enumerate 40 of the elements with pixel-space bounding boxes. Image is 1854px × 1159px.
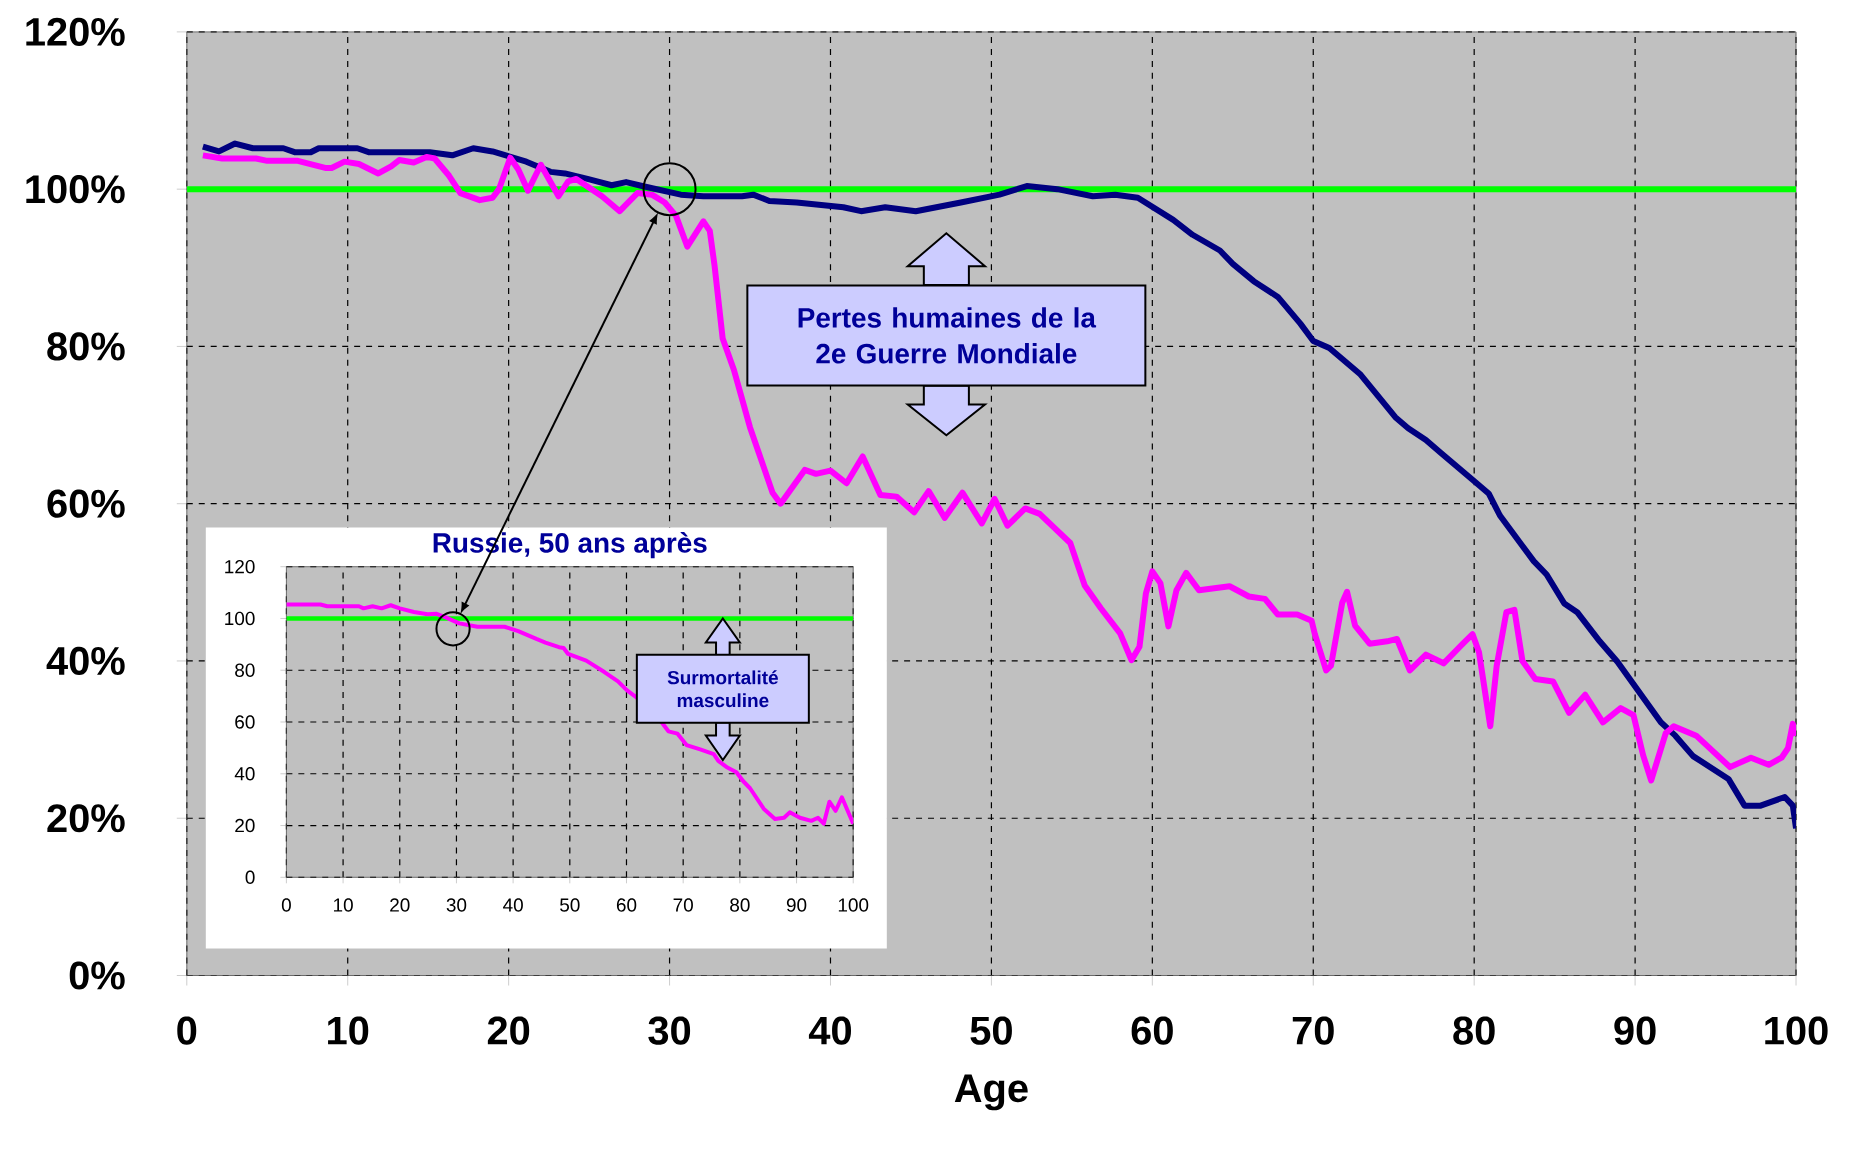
- x-tick-label: 90: [1614, 1016, 1656, 1045]
- x-tick-label: 20: [487, 1016, 530, 1045]
- y-tick-label: 100: [225, 611, 255, 626]
- x-tick-label: 10: [333, 898, 353, 912]
- x-tick-label: 90: [786, 898, 807, 912]
- x-tick-label: 40: [503, 898, 523, 912]
- x-tick-label: 70: [1292, 1016, 1334, 1045]
- annotation: Surmortalité masculine: [667, 670, 778, 708]
- x-tick-label: 20: [390, 898, 410, 912]
- x-tick-label: 30: [446, 898, 467, 912]
- x-tick-label: 70: [673, 898, 693, 912]
- y-tick-label: 60%: [47, 489, 125, 518]
- annotation: Pertes humaines de la 2e Guerre Mondiale: [798, 307, 1097, 364]
- line-series: [286, 602, 854, 826]
- x-tick-label: 30: [648, 1016, 691, 1045]
- y-tick-label: 40%: [46, 646, 125, 676]
- x-tick-label: 0: [177, 1016, 197, 1045]
- y-tick-label: 120%: [26, 17, 125, 46]
- y-tick-label: 20: [235, 818, 255, 833]
- y-tick-label: 60: [235, 715, 255, 729]
- x-tick-label: 80: [1453, 1016, 1495, 1045]
- x-tick-label: 0: [281, 898, 291, 912]
- x-tick-label: 50: [970, 1016, 1012, 1045]
- y-tick-label: 80%: [47, 332, 125, 361]
- x-tick-label: 100: [1765, 1016, 1828, 1045]
- y-tick-label: 0: [245, 870, 255, 884]
- x-tick-label: 60: [616, 898, 637, 912]
- x-tick-label: 40: [808, 1016, 852, 1045]
- y-tick-label: 40: [234, 767, 255, 781]
- x-tick-label: 50: [560, 898, 580, 912]
- y-tick-label: 120: [225, 559, 255, 574]
- x-tick-label: 60: [1131, 1016, 1173, 1045]
- y-tick-label: 0%: [69, 961, 125, 990]
- x-tick-label: 80: [730, 898, 750, 912]
- y-tick-label: 80: [235, 663, 255, 677]
- y-tick-label: 100%: [26, 175, 125, 204]
- y-tick-label: 20%: [47, 804, 125, 833]
- x-tick-label: 100: [838, 898, 869, 912]
- x-tick-label: 10: [328, 1016, 369, 1045]
- x-axis-title: Age: [954, 1074, 1028, 1111]
